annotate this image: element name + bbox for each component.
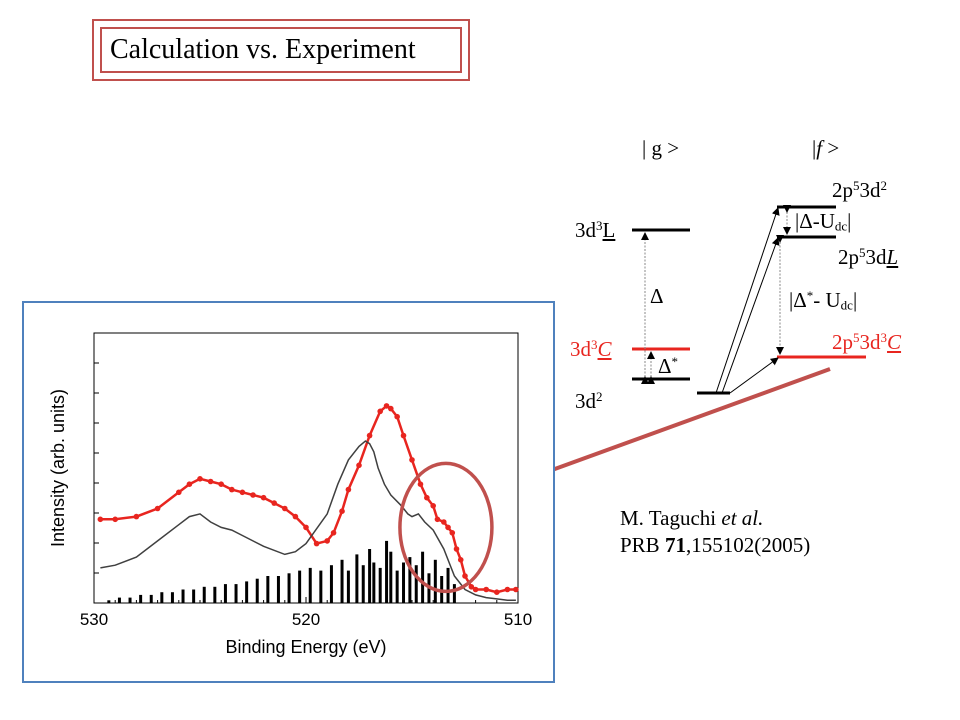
experiment-point	[430, 503, 437, 509]
experiment-point	[330, 530, 337, 536]
experiment-point	[97, 516, 104, 523]
experiment-point	[494, 589, 500, 595]
experiment-point	[445, 524, 451, 531]
experiment-curve	[100, 404, 516, 594]
experiment-point	[154, 505, 161, 512]
spectrum-figure-frame: 530 520 510 Binding Energy (eV) Intensity (a…	[22, 301, 555, 683]
experiment-point	[504, 586, 511, 593]
experiment-point	[229, 486, 235, 493]
experiment-point	[207, 478, 214, 485]
experiment-point	[176, 489, 182, 496]
experiment-point	[394, 413, 400, 420]
delta-udc-label: |Δ-Udc|	[795, 209, 852, 234]
x-tick-label: 520	[292, 610, 320, 629]
experiment-point	[377, 408, 384, 415]
experiment-point	[366, 432, 373, 439]
experiment-point	[513, 586, 519, 593]
experiment-point	[388, 405, 394, 412]
experiment-point	[356, 462, 362, 469]
x-tick-label: 510	[504, 610, 532, 629]
experiment-point	[324, 538, 331, 544]
excitation-arrow-1	[715, 207, 780, 394]
experiment-point	[339, 508, 345, 514]
experiment-point	[468, 584, 475, 590]
level-3d3L-label: 3d3L	[575, 217, 616, 242]
experiment-point	[250, 492, 256, 498]
experiment-point	[417, 481, 424, 487]
experiment-point	[218, 481, 224, 487]
experiment-point	[462, 573, 468, 579]
reference-journal: PRB 71,155102(2005)	[620, 533, 811, 558]
highlight-ellipse	[398, 461, 494, 594]
experiment-point	[457, 557, 464, 563]
reference-text: M. Taguchi et al. PRB 71,155102(2005)	[620, 505, 810, 560]
ket-f-label: |f >	[812, 136, 840, 160]
experiment-point	[260, 494, 267, 501]
calculation-curve	[100, 440, 516, 602]
level-2p53d2-label: 2p53d2	[832, 177, 888, 202]
experiment-point	[292, 513, 299, 520]
experiment-point	[112, 516, 118, 523]
experiment-point	[400, 432, 407, 439]
experiment-point	[133, 513, 140, 520]
experiment-point	[383, 403, 390, 409]
experiment-point	[239, 489, 246, 496]
experiment-point	[313, 540, 320, 547]
experiment-point	[197, 476, 203, 482]
y-axis-label: Intensity (arb. units)	[48, 389, 68, 547]
delta-label: Δ	[650, 284, 664, 308]
level-2p53d3C-label: 2p53d3C	[832, 329, 902, 354]
title-box: Calculation vs. Experiment	[92, 19, 470, 81]
spectrum-chart: 530 520 510 Binding Energy (eV) Intensity (a…	[48, 332, 532, 657]
plot-area-frame	[93, 332, 519, 604]
level-2p53dL-label: 2p53dL	[838, 244, 899, 269]
experiment-point	[472, 586, 479, 593]
excitation-arrow-2	[721, 237, 780, 394]
experiment-point	[441, 519, 447, 525]
level-3d2-label: 3d2	[575, 388, 603, 413]
experiment-point	[282, 505, 288, 512]
x-axis-label: Binding Energy (eV)	[225, 637, 386, 657]
ket-g-label: | g >	[642, 136, 680, 160]
experiment-point	[449, 530, 456, 536]
annotation-arrow	[506, 367, 831, 489]
x-tick-label: 530	[80, 610, 108, 629]
experiment-point	[409, 457, 415, 463]
experiment-point	[424, 494, 430, 501]
experiment-point	[483, 586, 490, 593]
excitation-arrow-3	[729, 357, 779, 394]
experiment-point	[303, 524, 309, 531]
experiment-point	[434, 516, 441, 523]
experiment-point	[186, 481, 193, 487]
experiment-point	[345, 486, 352, 493]
experiment-point	[271, 500, 277, 506]
level-3d3C-label: 3d3C	[570, 336, 612, 361]
reference-author: M. Taguchi et al.	[620, 506, 764, 530]
delta-star-udc-label: |Δ*- Udc|	[789, 287, 858, 313]
experiment-point	[453, 546, 460, 552]
page-title: Calculation vs. Experiment	[100, 27, 462, 73]
delta-star-label: Δ*	[658, 353, 679, 378]
